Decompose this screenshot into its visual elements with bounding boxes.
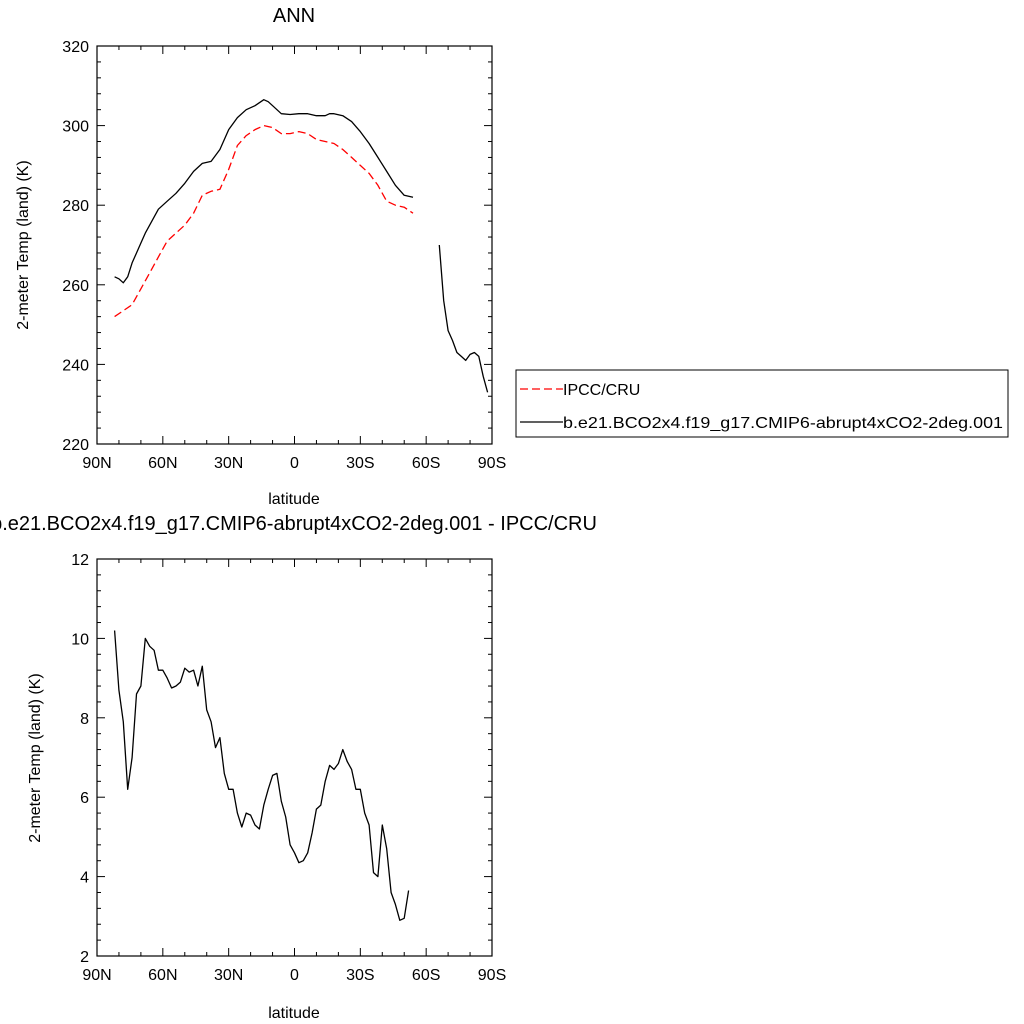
- bottom-x-axis-label: latitude: [268, 1005, 320, 1022]
- top-series-line-ipcc-cru: [114, 124, 414, 318]
- bottom-x-tick-label: 30N: [214, 967, 243, 984]
- bottom-x-tick-labels: 90N 60N 30N 0 30S 60S 90S: [82, 967, 506, 984]
- bottom-y-tick-label: 4: [80, 870, 89, 887]
- top-panel: ANN 90N 60N 30N 0 30S 60S 90S 220 240 260 280 300 3…: [15, 5, 506, 508]
- bottom-y-tick-label: 6: [80, 790, 89, 807]
- top-x-tick-label: 30N: [214, 455, 243, 472]
- bottom-panel: b.e21.BCO2x4.f19_g17.CMIP6-abrupt4xCO2-2…: [0, 513, 597, 1022]
- top-y-tick-label: 220: [62, 437, 89, 454]
- bottom-x-tick-label: 60N: [148, 967, 177, 984]
- top-y-tick-label: 260: [62, 278, 89, 295]
- legend-label-ipcc-cru: IPCC/CRU: [563, 382, 640, 399]
- top-series-group: [114, 99, 489, 393]
- bottom-series-line-model: [113, 630, 410, 921]
- bottom-x-tick-label: 0: [290, 967, 299, 984]
- legend: IPCC/CRU b.e21.BCO2x4.f19_g17.CMIP6-abru…: [515, 369, 1009, 438]
- top-x-tick-label: 90S: [478, 455, 506, 472]
- bottom-plot-frame: [96, 558, 493, 957]
- bottom-y-tick-label: 2: [80, 949, 89, 966]
- top-y-tick-label: 320: [62, 39, 89, 56]
- bottom-x-tick-label: 60S: [412, 967, 440, 984]
- top-x-tick-label: 90N: [82, 455, 111, 472]
- top-y-axis-label: 2-meter Temp (land) (K): [15, 160, 32, 330]
- legend-label-model: b.e21.BCO2x4.f19_g17.CMIP6-abrupt4xCO2-2…: [563, 415, 1003, 432]
- bottom-y-tick-label: 10: [71, 631, 89, 648]
- top-y-tick-label: 300: [62, 119, 89, 136]
- bottom-series-group: [113, 630, 410, 921]
- top-plot-frame: [96, 45, 493, 445]
- top-x-tick-label: 0: [290, 455, 299, 472]
- top-y-tick-labels: 220 240 260 280 300 320: [62, 39, 89, 454]
- bottom-y-tick-labels: 2 4 6 8 10 12: [71, 552, 89, 966]
- bottom-y-tick-label: 8: [80, 711, 89, 728]
- top-x-tick-label: 60S: [412, 455, 440, 472]
- top-x-tick-labels: 90N 60N 30N 0 30S 60S 90S: [82, 455, 506, 472]
- top-y-tick-label: 240: [62, 357, 89, 374]
- bottom-x-tick-label: 90S: [478, 967, 506, 984]
- bottom-x-tick-label: 90N: [82, 967, 111, 984]
- bottom-chart-title: b.e21.BCO2x4.f19_g17.CMIP6-abrupt4xCO2-2…: [0, 513, 597, 535]
- top-x-tick-label: 30S: [346, 455, 374, 472]
- bottom-x-tick-label: 30S: [346, 967, 374, 984]
- top-series-line-model: [114, 99, 489, 393]
- top-x-tick-label: 60N: [148, 455, 177, 472]
- top-y-tick-label: 280: [62, 198, 89, 215]
- top-x-axis-label: latitude: [268, 491, 320, 508]
- bottom-y-tick-label: 12: [71, 552, 89, 569]
- top-chart-title: ANN: [273, 5, 315, 27]
- bottom-y-axis-label: 2-meter Temp (land) (K): [27, 673, 44, 843]
- legend-box: [515, 369, 1009, 438]
- bottom-axis-ticks: [96, 558, 493, 957]
- top-axis-ticks: [96, 45, 493, 445]
